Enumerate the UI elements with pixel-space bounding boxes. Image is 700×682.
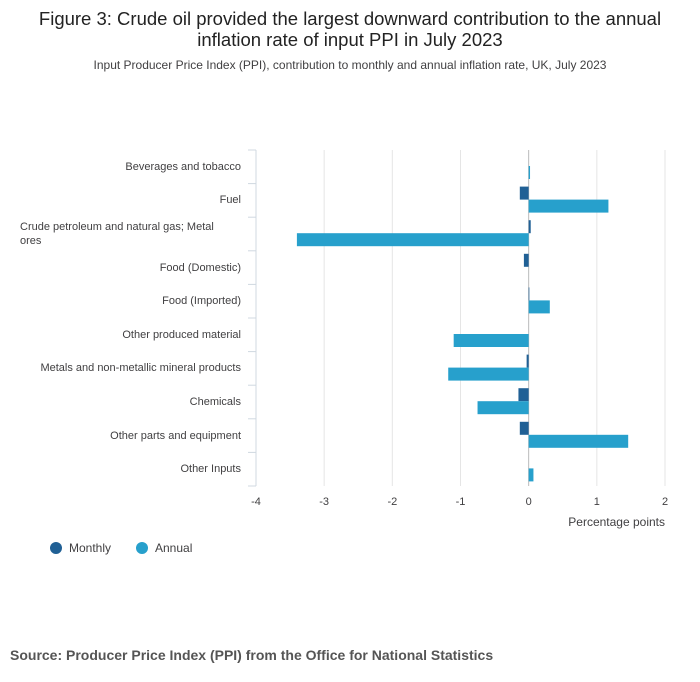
legend-annual: Annual	[136, 541, 192, 555]
chart-subtitle: Input Producer Price Index (PPI), contri…	[93, 58, 607, 72]
x-tick-label: 2	[662, 496, 668, 508]
bar-annual	[477, 401, 529, 415]
x-tick-label: -3	[319, 496, 329, 508]
bar-annual	[528, 300, 550, 314]
category-label: Other parts and equipment	[110, 429, 241, 442]
x-axis-label: Percentage points	[568, 515, 665, 529]
bar-monthly	[523, 253, 529, 267]
category-label: Beverages and tobacco	[125, 160, 241, 173]
category-label: Crude petroleum and natural gas; Metal o…	[20, 221, 214, 247]
legend-annual-swatch	[136, 542, 148, 554]
category-label: Metals and non-metallic mineral products	[40, 362, 241, 375]
bar-annual	[528, 199, 609, 213]
x-tick-label: 0	[526, 496, 532, 508]
bar-annual	[528, 166, 531, 179]
bar-annual	[296, 233, 529, 247]
x-tick-label: -4	[251, 496, 261, 508]
category-label: Food (Domestic)	[159, 261, 241, 274]
bar-annual	[453, 334, 529, 347]
bar-annual	[448, 367, 529, 381]
x-tick-label: -1	[456, 496, 466, 508]
category-label: Other produced material	[122, 328, 241, 341]
bar-annual	[528, 434, 629, 448]
bar-monthly	[519, 421, 529, 435]
bar-annual	[528, 468, 534, 482]
bar-monthly	[528, 220, 531, 234]
legend-monthly: Monthly	[50, 541, 111, 555]
legend-monthly-label: Monthly	[69, 541, 112, 555]
bar-monthly	[528, 287, 530, 301]
source-note: Source: Producer Price Index (PPI) from …	[10, 647, 494, 663]
legend-annual-label: Annual	[155, 541, 193, 555]
category-label: Fuel	[219, 194, 241, 207]
bar-monthly	[518, 388, 529, 402]
legend-monthly-swatch	[50, 542, 62, 554]
category-label: Other Inputs	[180, 463, 241, 476]
category-label: Chemicals	[189, 396, 241, 408]
bar-monthly	[526, 354, 529, 368]
chart-title: Figure 3: Crude oil provided the largest…	[38, 8, 662, 50]
x-tick-label: 1	[594, 496, 600, 508]
x-tick-label: -2	[387, 496, 397, 508]
category-label: Food (Imported)	[162, 295, 241, 308]
bar-monthly	[519, 186, 529, 200]
